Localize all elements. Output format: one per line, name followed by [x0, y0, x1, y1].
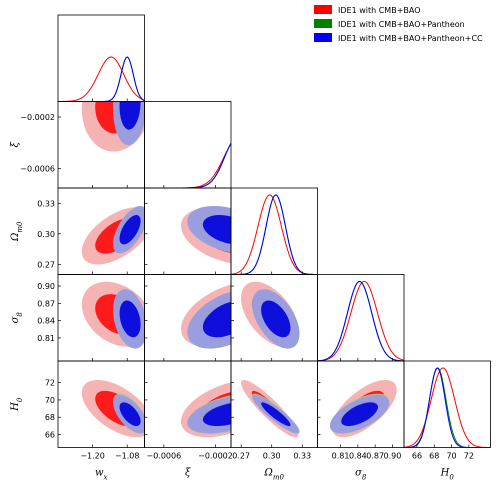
x-axis-label-s8: σ8	[355, 468, 367, 482]
panel-xi-xi	[144, 143, 231, 188]
x-tick-label-s8: 0.81	[332, 452, 350, 461]
marginal-curve-h0-2	[404, 367, 491, 448]
y-tick-label-h0: 66	[45, 431, 55, 440]
panel-frame	[144, 101, 232, 189]
y-tick-label-h0: 68	[45, 413, 55, 422]
contour-inner-om-h0-2	[261, 402, 291, 427]
panel-h0-h0	[404, 367, 491, 448]
marginal-curve-om-1	[231, 194, 318, 275]
panel-s8-wx	[81, 281, 145, 349]
y-tick-label-s8: 0.84	[37, 317, 55, 326]
x-tick-label-xi: −0.0002	[198, 452, 233, 461]
panel-h0-s8	[329, 379, 397, 438]
marginal-curve-xi-0	[144, 143, 231, 188]
contour-inner-wx-om-2	[119, 215, 141, 245]
contour-inner-xi-om-2	[202, 215, 231, 245]
contour-inner-om-s8-2	[261, 300, 291, 338]
marginal-curve-s8-2	[317, 280, 404, 361]
marginal-curve-wx-2	[58, 56, 145, 102]
legend-swatch-2	[314, 33, 332, 42]
y-axis-label-xi: ξ	[10, 142, 21, 148]
y-tick-label-s8: 0.87	[37, 299, 55, 308]
contour-inner-s8-h0-2	[341, 402, 379, 427]
contour-inner-xi-h0-2	[202, 402, 231, 427]
y-tick-label-om: 0.33	[37, 199, 55, 208]
panel-frame	[317, 274, 405, 362]
marginal-curve-h0-1	[404, 367, 491, 448]
y-axis-label-om: Ωm0	[10, 221, 24, 242]
panel-h0-om	[240, 379, 300, 438]
marginal-curve-xi-2	[144, 143, 231, 188]
x-axis-label-wx: wx	[95, 468, 108, 482]
contour-inner-wx-s8-2	[119, 300, 141, 338]
legend-label-0: IDE1 with CMB+BAO	[338, 6, 421, 15]
x-tick-label-om: 0.33	[293, 452, 311, 461]
x-tick-label-h0: 70	[446, 452, 456, 461]
x-tick-label-h0: 68	[429, 452, 439, 461]
y-tick-label-om: 0.27	[37, 260, 55, 269]
marginal-curve-s8-1	[317, 280, 404, 361]
x-tick-label-xi: −0.0006	[147, 452, 182, 461]
x-tick-label-wx: −1.08	[115, 452, 140, 461]
x-tick-label-h0: 72	[464, 452, 474, 461]
marginal-curve-om-2	[231, 194, 318, 275]
marginal-curve-wx-0	[58, 56, 145, 102]
x-tick-label-s8: 0.87	[366, 452, 384, 461]
legend-swatch-1	[314, 19, 332, 28]
panel-h0-wx	[81, 379, 145, 438]
legend-label-2: IDE1 with CMB+BAO+Pantheon+CC	[338, 34, 483, 43]
y-tick-label-s8: 0.90	[37, 282, 55, 291]
x-tick-label-wx: −1.20	[80, 452, 105, 461]
panel-om-xi	[180, 206, 231, 265]
y-axis-label-s8: σ8	[10, 312, 24, 324]
x-axis-label-om: Ωm0	[264, 468, 285, 482]
y-tick-label-h0: 72	[45, 379, 55, 388]
y-tick-label-xi: −0.0006	[20, 165, 55, 174]
y-tick-label-xi: −0.0002	[20, 113, 55, 122]
legend-label-1: IDE1 with CMB+BAO+Pantheon	[338, 20, 465, 29]
panel-s8-om	[240, 281, 300, 349]
x-tick-label-s8: 0.84	[349, 452, 367, 461]
panel-s8-xi	[180, 281, 231, 349]
panel-s8-s8	[317, 280, 404, 361]
panel-om-om	[231, 194, 318, 275]
panel-wx-wx	[58, 56, 145, 102]
contour-inner-wx-h0-2	[119, 402, 141, 427]
y-tick-label-h0: 70	[45, 396, 55, 405]
contour-inner-xi-s8-2	[202, 300, 231, 338]
x-tick-label-s8: 0.90	[384, 452, 402, 461]
contour-inner-wx-xi-2	[119, 101, 141, 130]
marginal-curve-wx-1	[58, 56, 145, 102]
y-axis-label-h0: H0	[10, 397, 24, 412]
marginal-curve-om-0	[231, 194, 318, 275]
x-axis-label-h0: H0	[440, 468, 455, 482]
marginal-curve-xi-1	[144, 143, 231, 188]
x-tick-label-h0: 66	[412, 452, 422, 461]
y-tick-label-s8: 0.81	[37, 334, 55, 343]
panel-xi-wx	[81, 101, 145, 152]
panel-h0-xi	[180, 379, 231, 438]
marginal-curve-h0-0	[404, 367, 491, 448]
panel-om-wx	[81, 206, 145, 265]
panel-frame	[403, 360, 491, 448]
x-tick-label-om: 0.30	[263, 452, 281, 461]
legend-swatch-0	[314, 5, 332, 14]
x-axis-label-xi: ξ	[185, 468, 191, 479]
marginal-curve-s8-0	[317, 280, 404, 361]
y-tick-label-om: 0.30	[37, 230, 55, 239]
x-tick-label-om: 0.27	[232, 452, 250, 461]
